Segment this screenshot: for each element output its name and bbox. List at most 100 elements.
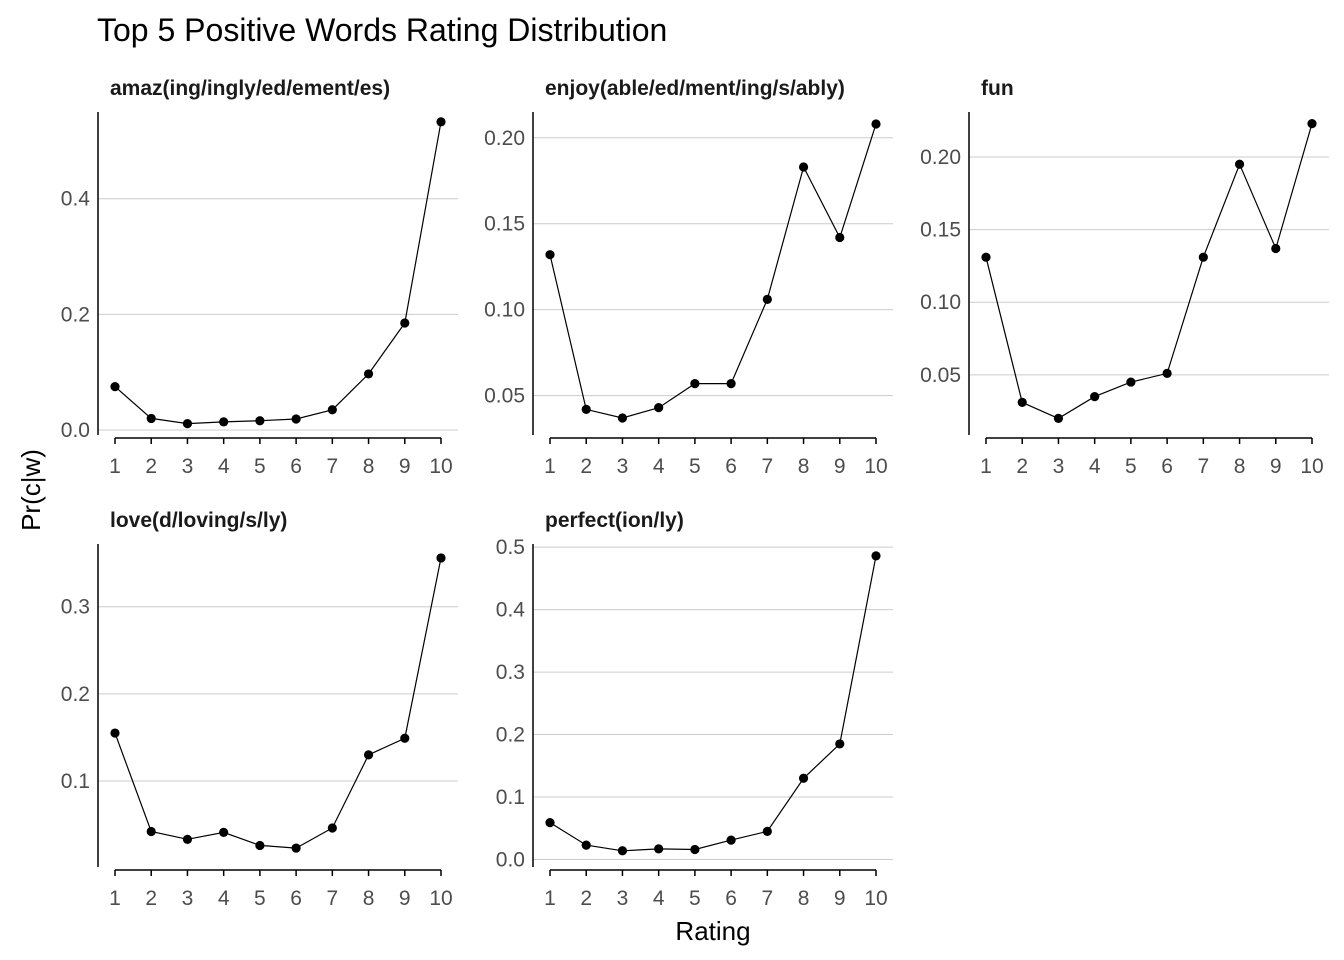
facet-strip-label: amaz(ing/ingly/ed/ement/es) [110, 77, 390, 100]
y-tick-label: 0.3 [496, 661, 525, 684]
facet-strip-label: love(d/loving/s/ly) [110, 509, 287, 532]
x-tick-label: 4 [218, 887, 230, 910]
x-tick-label: 2 [580, 887, 592, 910]
data-point [291, 414, 301, 424]
x-tick-label: 8 [798, 887, 810, 910]
data-point [871, 119, 881, 129]
x-tick-label: 3 [182, 455, 194, 478]
x-tick-label: 3 [1053, 455, 1065, 478]
y-tick-label: 0.2 [61, 683, 90, 706]
data-point [545, 250, 555, 260]
x-tick-label: 1 [109, 887, 121, 910]
data-point [110, 728, 120, 738]
series-line [549, 555, 877, 852]
data-point [690, 844, 700, 855]
facet-panels: amaz(ing/ingly/ed/ement/es) 0.0 0.2 0.4 1 2 3 4… [61, 77, 1329, 910]
x-tick-label: 8 [798, 455, 810, 478]
facet-panel: perfect(ion/ly) 0.0 0.1 0.2 0.3 0.4 0.5 1 2 3 4 5 6 7… [496, 509, 893, 910]
x-tick-label: 7 [1197, 455, 1209, 478]
y-tick-label: 0.1 [61, 770, 90, 793]
data-point [1234, 159, 1245, 169]
data-point [545, 818, 555, 828]
data-point [1090, 392, 1100, 402]
data-point [400, 733, 410, 743]
x-tick-label: 9 [834, 887, 846, 910]
data-point [1198, 252, 1208, 262]
x-tick-label: 4 [218, 455, 230, 478]
data-point [835, 232, 845, 243]
x-tick-label: 9 [1270, 455, 1282, 478]
data-point [363, 750, 374, 760]
y-tick-label: 0.20 [484, 127, 525, 150]
y-tick-label: 0.10 [484, 299, 525, 322]
series-line [549, 123, 877, 419]
y-tick-label: 0.5 [496, 536, 525, 559]
x-tick-label: 3 [617, 455, 629, 478]
data-point [255, 840, 265, 851]
x-tick-label: 6 [290, 887, 302, 910]
data-point [981, 252, 991, 262]
x-tick-label: 2 [145, 887, 157, 910]
data-point [110, 382, 120, 392]
y-tick-label: 0.2 [496, 724, 525, 747]
data-point [762, 294, 772, 304]
data-point [291, 843, 301, 853]
facet-strip-label: fun [981, 77, 1014, 100]
data-point [581, 840, 591, 850]
data-point [1017, 397, 1027, 408]
x-tick-label: 5 [254, 455, 266, 478]
facet-strip-label: perfect(ion/ly) [545, 509, 684, 532]
facet-panel: fun 0.05 0.10 0.15 0.20 1 2 3 4 5 6 7 8 9 10 [920, 77, 1329, 478]
data-point [798, 773, 809, 783]
data-point [363, 369, 374, 379]
x-tick-label: 4 [653, 455, 665, 478]
facet-panel: enjoy(able/ed/ment/ing/s/ably) 0.05 0.10 0.… [484, 77, 893, 478]
data-point [654, 844, 664, 854]
data-point [327, 405, 337, 415]
y-tick-label: 0.3 [61, 596, 90, 619]
x-tick-label: 7 [761, 455, 773, 478]
y-tick-label: 0.10 [920, 291, 961, 314]
data-point [798, 162, 809, 172]
x-tick-label: 6 [725, 455, 737, 478]
y-tick-label: 0.20 [920, 146, 961, 169]
x-tick-label: 1 [980, 455, 992, 478]
x-tick-label: 5 [689, 455, 701, 478]
data-point [690, 378, 700, 389]
series-line [114, 557, 442, 849]
y-tick-label: 0.05 [920, 364, 961, 387]
y-tick-label: 0.0 [496, 849, 525, 872]
x-tick-label: 9 [834, 455, 846, 478]
y-tick-label: 0.05 [484, 385, 525, 408]
data-point [219, 417, 229, 427]
x-tick-label: 9 [399, 887, 411, 910]
y-tick-label: 0.15 [484, 213, 525, 236]
data-point [327, 823, 337, 833]
x-tick-label: 10 [1300, 455, 1323, 478]
x-axis-title: Rating [675, 916, 750, 946]
x-tick-label: 8 [363, 887, 375, 910]
facet-panel: love(d/loving/s/ly) 0.1 0.2 0.3 1 2 3 4 5 6 7 8 9 10 [61, 509, 458, 910]
data-point [1053, 413, 1064, 423]
x-tick-label: 9 [399, 455, 411, 478]
data-point [436, 117, 446, 127]
y-tick-label: 0.2 [61, 303, 90, 326]
y-tick-label: 0.4 [61, 188, 91, 211]
data-point [182, 419, 193, 429]
x-tick-label: 1 [109, 455, 121, 478]
x-tick-label: 5 [689, 887, 701, 910]
data-point [726, 378, 736, 389]
x-tick-label: 10 [429, 887, 452, 910]
y-tick-label: 0.15 [920, 219, 961, 242]
y-tick-label: 0.1 [496, 786, 525, 809]
x-tick-label: 7 [326, 887, 338, 910]
x-tick-label: 8 [1234, 455, 1246, 478]
data-point [1162, 368, 1172, 378]
x-tick-label: 3 [182, 887, 194, 910]
x-tick-label: 10 [864, 455, 887, 478]
x-tick-label: 2 [145, 455, 157, 478]
data-point [1307, 119, 1317, 129]
x-tick-label: 4 [1089, 455, 1101, 478]
data-point [436, 553, 446, 563]
x-tick-label: 2 [580, 455, 592, 478]
